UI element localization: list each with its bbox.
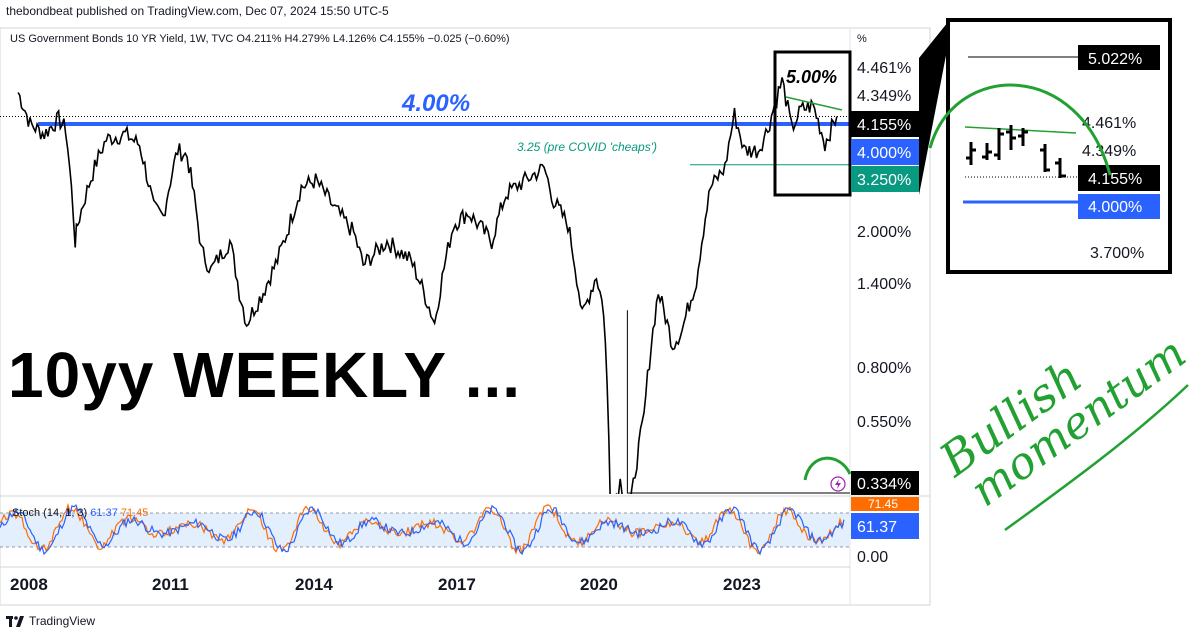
y-tick: 0.800%: [857, 360, 911, 377]
stoch-legend[interactable]: Stoch (14, 1, 3) 61.37 71.45: [12, 507, 148, 519]
x-tick: 2011: [152, 575, 189, 594]
inset-trend-line: [964, 126, 1077, 134]
low-price-tag: [851, 471, 919, 495]
hand-arc-inset: [928, 83, 1112, 176]
stoch-d-tag: [851, 497, 919, 511]
overlay-title: 10yy WEEKLY ...: [8, 339, 522, 411]
last-price-tag: [851, 111, 919, 137]
highlight-box: [773, 50, 852, 197]
level-4-label: 4.000%: [857, 145, 911, 162]
stoch-d-value: 71.45: [868, 497, 898, 511]
low-price-label: 0.334%: [857, 476, 911, 493]
level-325-tag: [851, 166, 919, 192]
publish-header: thebondbeat published on TradingView.com…: [6, 4, 389, 18]
tradingview-logo-icon: [6, 615, 24, 627]
lightning-icon-glyph: [835, 479, 841, 489]
x-axis: 2008 2011 2014 2017 2020 2023: [10, 575, 761, 594]
stoch-k-tag: [851, 513, 919, 539]
pre-covid-annotation: 3.25 (pre COVID 'cheaps'): [517, 140, 657, 154]
y-axis: 4.461% 4.349% 2.000% 1.400% 0.800% 0.550…: [857, 60, 911, 431]
y-tick: 1.400%: [857, 276, 911, 293]
stoch-name: Stoch (14, 1, 3): [12, 507, 88, 519]
level-325-label: 3.250%: [857, 172, 911, 189]
inset-4-tag: [1078, 194, 1160, 219]
x-tick: 2020: [580, 575, 618, 594]
footer[interactable]: TradingView: [6, 614, 95, 628]
stoch-k-value: 61.37: [857, 519, 897, 536]
symbol-legend[interactable]: US Government Bonds 10 YR Yield, 1W, TVC…: [10, 33, 510, 45]
x-tick: 2023: [723, 575, 761, 594]
inset-connector: [919, 22, 948, 195]
y-tick: 4.461%: [857, 60, 911, 77]
stoch-d-legend: 71.45: [120, 507, 149, 519]
inset-bars: [966, 125, 1066, 178]
level-5-annotation: 5.00%: [786, 67, 837, 87]
low-marker-line: [626, 310, 850, 494]
inset-label: 3.700%: [1090, 245, 1144, 262]
y-tick: 0.550%: [857, 414, 911, 431]
level-4-tag: [851, 139, 919, 165]
inset-label: 4.155%: [1088, 171, 1142, 188]
y-tick: 2.000%: [857, 224, 911, 241]
price-series: [17, 77, 838, 494]
lightning-icon[interactable]: [830, 476, 846, 492]
x-tick: 2017: [438, 575, 476, 594]
stoch-k-legend: 61.37: [90, 507, 118, 519]
level-4-annotation: 4.00%: [401, 90, 470, 117]
x-tick: 2014: [295, 575, 333, 594]
hand-underline: [1004, 384, 1189, 532]
inset-last-tag: [1078, 165, 1160, 191]
stoch-lines: [0, 502, 845, 556]
trend-line: [785, 96, 843, 111]
hand-arc-low: [803, 456, 852, 481]
stoch-zero-tick: 0.00: [857, 549, 888, 566]
unit-label: %: [857, 33, 867, 45]
chart-frame: [0, 27, 931, 606]
inset-label: 4.349%: [1082, 143, 1136, 160]
y-tick: 4.349%: [857, 88, 911, 105]
footer-brand: TradingView: [29, 614, 96, 628]
inset-5022-tag: [1078, 45, 1160, 70]
stoch-series: [0, 504, 845, 556]
inset-label: 5.022%: [1088, 51, 1142, 68]
last-price-label: 4.155%: [857, 117, 911, 134]
x-tick: 2008: [10, 575, 48, 594]
inset-label: 4.000%: [1088, 199, 1142, 216]
inset-label: 4.461%: [1082, 115, 1136, 132]
